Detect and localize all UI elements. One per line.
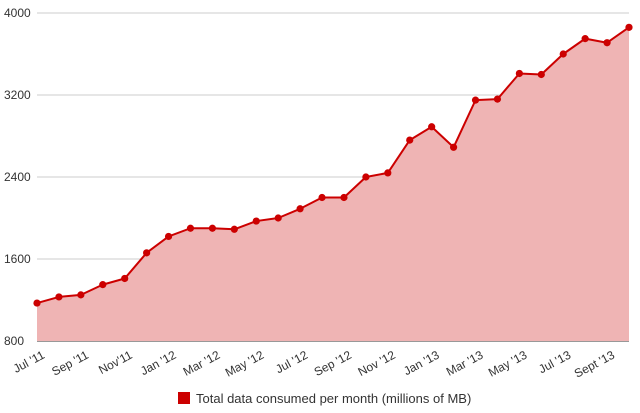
data-point[interactable]: [186, 224, 195, 232]
data-point[interactable]: [581, 35, 589, 43]
data-point[interactable]: [296, 205, 304, 213]
x-tick-label: Nov '12: [356, 348, 398, 379]
x-tick-label: Mar '13: [444, 348, 486, 379]
y-tick-label: 3200: [4, 88, 31, 102]
data-point[interactable]: [471, 96, 480, 104]
data-point[interactable]: [603, 39, 611, 47]
series-line-layer: [36, 26, 630, 305]
data-point[interactable]: [493, 95, 502, 103]
data-point[interactable]: [252, 217, 260, 225]
data-point[interactable]: [230, 225, 238, 233]
y-tick-label: 4000: [4, 6, 31, 20]
data-point[interactable]: [428, 123, 436, 131]
x-tick-label: Nov'11: [96, 348, 135, 377]
area-fill: [37, 27, 629, 341]
data-point[interactable]: [318, 193, 326, 202]
x-tick-label: Mar '12: [181, 348, 223, 379]
y-tick-label: 800: [4, 334, 24, 348]
data-point[interactable]: [99, 281, 107, 289]
data-point[interactable]: [362, 173, 370, 181]
data-point[interactable]: [449, 143, 458, 151]
data-point[interactable]: [625, 23, 633, 31]
legend-swatch: [178, 392, 190, 404]
data-point[interactable]: [406, 136, 414, 144]
data-point[interactable]: [121, 274, 129, 283]
data-point[interactable]: [55, 293, 63, 301]
legend[interactable]: Total data consumed per month (millions …: [178, 389, 471, 407]
data-points: [33, 23, 633, 307]
x-tick-label: Jul '11: [11, 348, 47, 376]
data-point[interactable]: [340, 193, 348, 202]
x-axis-ticks: Jul '11 Sep '11 Nov'11 Jan '12 Mar '12 May '1…: [11, 348, 617, 381]
area-fill-layer: [37, 27, 629, 341]
data-point[interactable]: [208, 224, 217, 232]
x-tick-label: Jul '13: [536, 348, 573, 377]
x-tick-label: Sep '12: [312, 348, 354, 379]
x-tick-label: Jul '12: [273, 348, 310, 377]
y-tick-label: 2400: [4, 170, 31, 184]
data-point[interactable]: [559, 50, 567, 58]
legend-label: Total data consumed per month (millions …: [196, 390, 472, 406]
data-point[interactable]: [515, 69, 523, 78]
data-point[interactable]: [33, 299, 41, 307]
x-tick-label: Jan '12: [138, 348, 179, 379]
x-tick-label: Jan '13: [401, 348, 442, 379]
data-point[interactable]: [537, 70, 545, 79]
y-tick-label: 1600: [4, 252, 31, 266]
x-tick-label: Sept '13: [572, 348, 617, 381]
data-point[interactable]: [143, 249, 151, 257]
x-tick-label: Sep '11: [49, 348, 91, 379]
data-point[interactable]: [274, 214, 282, 222]
data-point[interactable]: [384, 169, 392, 177]
data-point[interactable]: [77, 291, 85, 299]
x-tick-label: May '13: [486, 348, 530, 380]
x-tick-label: May '12: [223, 348, 267, 380]
series-line: [36, 26, 630, 305]
data-point[interactable]: [164, 232, 173, 241]
y-axis-ticks: 800 1600 2400 3200 4000: [4, 6, 31, 348]
